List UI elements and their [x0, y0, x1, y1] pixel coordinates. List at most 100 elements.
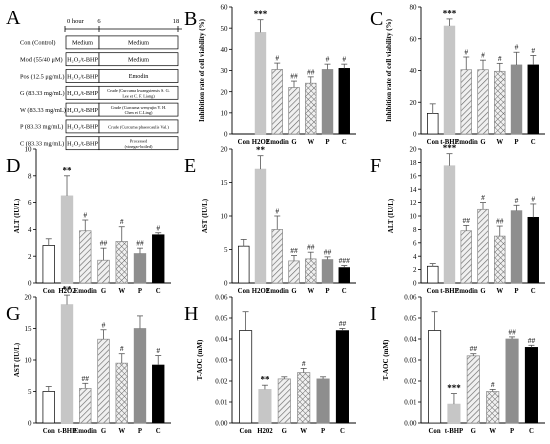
significance-marker: *** [254, 9, 268, 19]
y-tick-label: 40 [410, 67, 418, 75]
significance-marker: *** [447, 383, 461, 393]
y-tick-label: 15 [221, 179, 229, 187]
row-group-label: G (83.33 mg/mL) [20, 90, 65, 97]
x-tick-label: C [156, 428, 161, 435]
schedule-row: G (83.33 mg/mL) H₂O₂/t-BHP Crude (Curcuma … [20, 85, 179, 100]
significance-marker: # [481, 193, 485, 202]
bar-t-bhp [443, 165, 456, 284]
treatment-box [98, 52, 179, 67]
x-tick-label: W [300, 428, 307, 435]
y-tick-label: 8 [28, 172, 32, 180]
y-tick-label: 0.05 [215, 315, 228, 323]
bar-g [97, 338, 110, 424]
x-tick-label: Con [238, 288, 250, 295]
x-tick-label: Con [43, 288, 55, 295]
bar-p [133, 253, 147, 284]
significance-marker: # [515, 43, 519, 52]
x-tick-label: C [529, 428, 534, 435]
y-tick-label: 80 [410, 4, 418, 12]
significance-marker: # [491, 380, 495, 389]
y-tick-label: 10 [221, 109, 229, 117]
y-axis-label: ALT (IU/L) [13, 198, 21, 233]
significance-marker: ** [260, 375, 270, 385]
y-tick-label: 0.00 [215, 420, 228, 428]
y-tick-label: 0.00 [404, 420, 417, 428]
significance-marker: ## [470, 344, 478, 353]
significance-marker: ## [307, 67, 315, 76]
x-tick-label: t-BHP [58, 428, 77, 435]
y-tick-label: 18 [410, 159, 418, 167]
schedule-row: Pos (12.5 μg/mL) H₂O₂/t-BHP Emodin [20, 69, 179, 83]
y-axis-label: AST (IU/L) [13, 342, 21, 377]
bar-c [338, 68, 350, 135]
x-tick-label: Con [427, 139, 439, 146]
row-group-label: C (83.33 mg/mL) [20, 141, 64, 148]
y-tick-label: 10 [410, 213, 418, 221]
x-tick-label: W [496, 288, 503, 295]
x-tick-label: C [342, 139, 347, 146]
significance-marker: # [515, 196, 519, 205]
bar-g [97, 259, 110, 284]
bar-emodin [460, 69, 472, 135]
bar-g [288, 260, 300, 284]
treatment-label: Medium [128, 56, 149, 63]
x-tick-label: C [342, 288, 347, 295]
timeline-label-6: 6 [97, 18, 101, 25]
pretreat-label: H₂O₂/t-BHP [67, 141, 98, 148]
x-tick-label: Emodin [266, 139, 289, 146]
bar-c [524, 347, 538, 424]
significance-marker: *** [443, 8, 457, 18]
bar-t-bhp [443, 25, 456, 135]
bar-g [477, 208, 489, 284]
x-tick-label: G [291, 139, 297, 146]
bar-c [527, 64, 539, 135]
significance-marker: ## [339, 319, 347, 328]
x-tick-label: C [531, 288, 536, 295]
bar-con [239, 330, 253, 424]
bar-t-bhp [60, 304, 74, 424]
panel-letter: I [370, 303, 377, 325]
y-tick-label: 40 [221, 46, 229, 54]
chart-panel-f: F 0 2 4 6 8 10 12 14 16 18 20 ALT (IU/L) Con *** t-BHP #… [370, 143, 545, 295]
y-tick-label: 2 [28, 253, 32, 261]
y-tick-label: 0.02 [215, 378, 228, 386]
x-tick-label: G [471, 428, 477, 435]
x-tick-label: W [118, 428, 125, 435]
x-tick-label: G [480, 139, 486, 146]
y-tick-label: 0.04 [404, 336, 417, 344]
x-tick-label: P [138, 428, 142, 435]
panel-letter: H [184, 303, 198, 325]
bar-p [505, 338, 519, 424]
y-tick-label: 8 [413, 226, 417, 234]
y-tick-label: 20 [25, 294, 33, 302]
treatment-box [98, 102, 179, 117]
bar-c [152, 234, 165, 284]
panel-a-schematic: A 0 hour 6 18 Con (Control) Medium MediumM… [6, 7, 182, 151]
y-tick-label: 0 [28, 280, 32, 288]
bar-g [466, 355, 480, 424]
y-tick-label: 60 [221, 4, 229, 12]
y-tick-label: 0.04 [215, 336, 228, 344]
y-tick-label: 0.03 [404, 357, 417, 365]
x-tick-label: t-BHP [440, 288, 459, 295]
significance-marker: ## [508, 327, 516, 336]
significance-marker: ## [528, 336, 536, 345]
y-tick-label: 0.01 [215, 399, 228, 407]
treatment-label: (vinegar-boiled) [125, 144, 153, 149]
significance-marker: ## [324, 247, 332, 256]
bar-h2o2 [254, 32, 267, 135]
significance-marker: ## [496, 217, 504, 226]
y-tick-label: 20 [221, 146, 229, 154]
bar-p [510, 64, 523, 135]
x-tick-label: G [282, 428, 288, 435]
y-axis-label: Inhibition rate of cell viability (%) [198, 18, 206, 122]
x-tick-label: C [156, 288, 161, 295]
bar-w [494, 70, 506, 135]
x-tick-label: W [496, 139, 503, 146]
bar-c [527, 216, 539, 284]
treatment-label: Medium [128, 40, 149, 47]
bar-con [42, 391, 55, 424]
treatment-label: Emodin [129, 73, 149, 80]
treatment-box [98, 119, 179, 134]
